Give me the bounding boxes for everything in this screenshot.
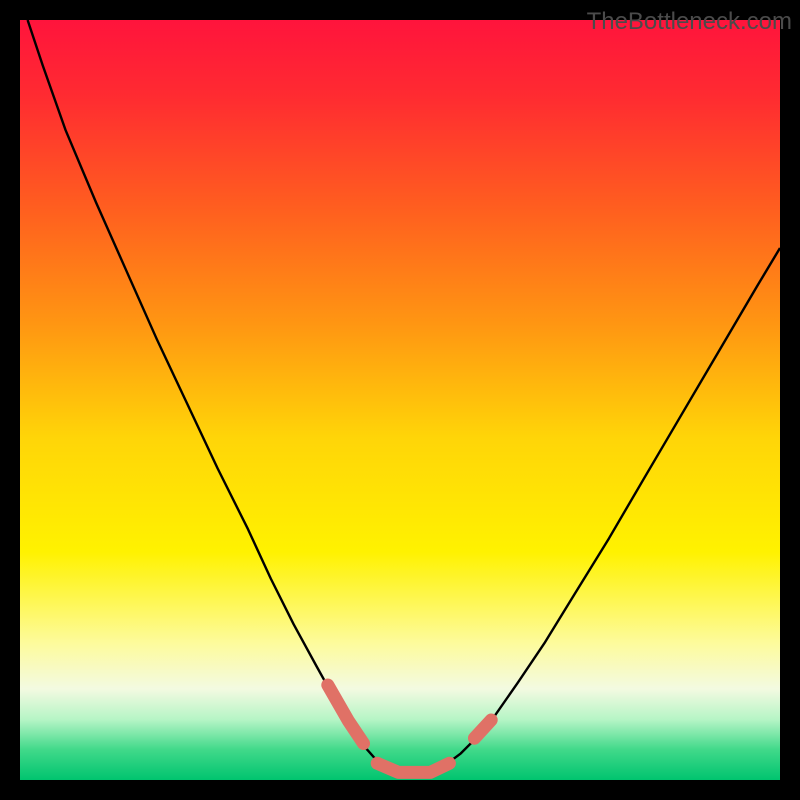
chart-background [20,20,780,780]
watermark-text: TheBottleneck.com [587,8,792,36]
chart-svg [20,20,780,780]
